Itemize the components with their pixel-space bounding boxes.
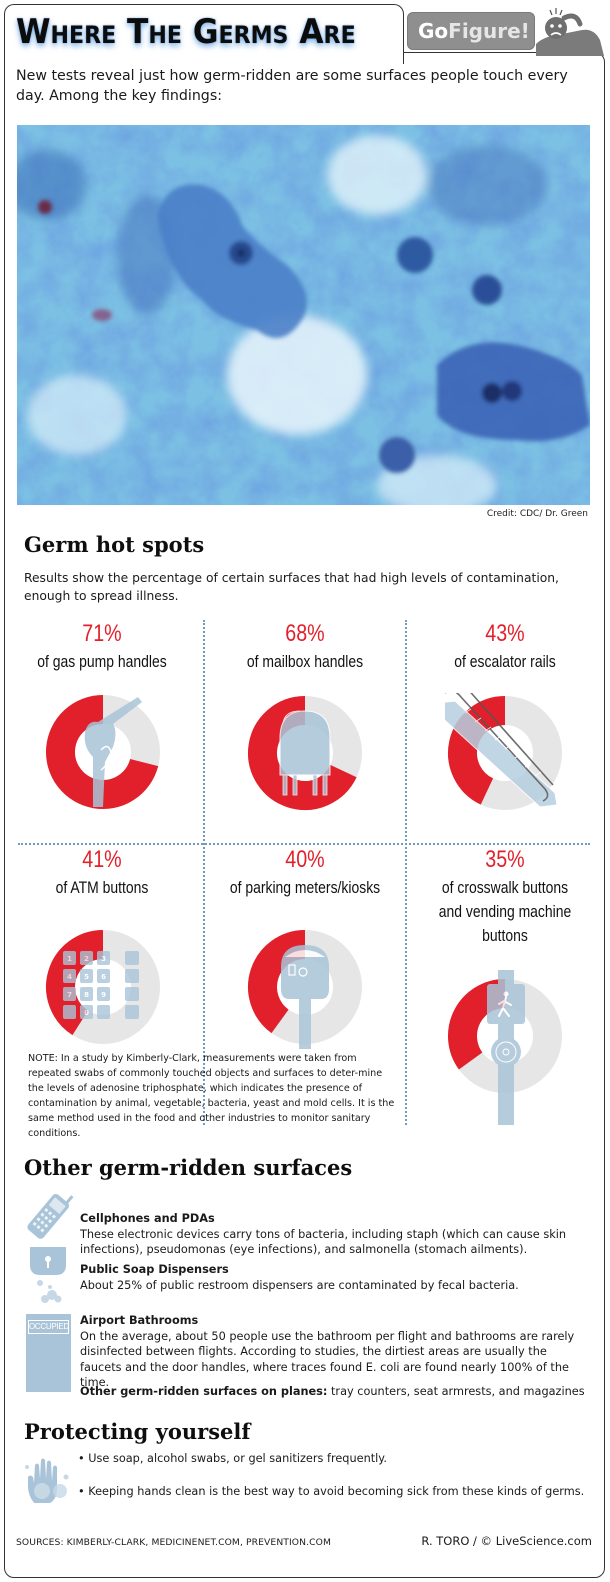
- donut-escalator: [445, 693, 562, 810]
- label-gas-pump: of gas pump handles: [37, 652, 167, 671]
- microscope-photo: [17, 125, 590, 505]
- planes-text: tray counters, seat armrests, and magazi…: [327, 1385, 585, 1398]
- other-item-text: On the average, about 50 people use the …: [80, 1329, 575, 1390]
- pct-atm: 41%: [82, 846, 122, 873]
- svg-text:0: 0: [84, 1009, 89, 1017]
- gofigure-badge: GoFigure!: [407, 12, 535, 50]
- pct-mailbox: 68%: [285, 620, 325, 647]
- hand-icon: [25, 1458, 69, 1503]
- label-atm: of ATM buttons: [55, 878, 149, 897]
- section-heading-other-surfaces: Other germ-ridden surfaces: [24, 1155, 353, 1180]
- svg-text:8: 8: [84, 991, 89, 999]
- svg-text:1: 1: [67, 955, 72, 963]
- other-item-text: About 25% of public restroom dispensers …: [80, 1278, 519, 1292]
- svg-text:6: 6: [101, 973, 106, 981]
- occupied-sign-icon: OCCUPIED: [26, 1314, 71, 1392]
- grid-separator-vertical-2: [405, 620, 407, 1125]
- gofigure-label: GoFigure!: [418, 19, 530, 43]
- other-item-title: Cellphones and PDAs: [80, 1212, 215, 1225]
- pct-parking-meter: 40%: [285, 846, 325, 873]
- label-crosswalk-line2: and vending machine: [438, 902, 572, 921]
- occupied-sign-text: OCCUPIED: [28, 1320, 69, 1334]
- label-parking-meter: of parking meters/kiosks: [229, 878, 381, 897]
- soap-dispenser-icon: [30, 1247, 66, 1303]
- label-mailbox: of mailbox handles: [246, 652, 364, 671]
- svg-text:3: 3: [101, 955, 106, 963]
- donut-crosswalk: [448, 970, 562, 1125]
- other-item-text: These electronic devices carry tons of b…: [80, 1227, 567, 1257]
- gas-pump-nozzle-icon: [84, 697, 142, 807]
- sources: SOURCES: KIMBERLY-CLARK, MEDICINENET.COM…: [16, 1537, 332, 1548]
- parking-meter-icon: [281, 945, 329, 1049]
- label-escalator: of escalator rails: [454, 652, 556, 671]
- section-heading-protecting: Protecting yourself: [24, 1419, 251, 1444]
- hot-spots-description: Results show the percentage of certain s…: [24, 571, 559, 603]
- crosswalk-button-icon: [487, 970, 525, 1125]
- gofigure-go: Go: [418, 19, 449, 43]
- donut-atm: 1 2 3 4 5 6 7 8 9 0: [46, 930, 160, 1044]
- pct-escalator: 43%: [485, 620, 525, 647]
- protecting-bullet: • Use soap, alcohol swabs, or gel saniti…: [78, 1452, 387, 1465]
- label-crosswalk-line3: buttons: [482, 926, 528, 945]
- other-item-soap-dispensers: Public Soap Dispensers About 25% of publ…: [80, 1262, 590, 1293]
- title-tab-join: [6, 52, 402, 58]
- section-heading-hot-spots: Germ hot spots: [24, 532, 205, 557]
- intro-text: New tests reveal just how germ-ridden ar…: [16, 68, 568, 104]
- worried-mascot-icon: [536, 8, 604, 56]
- atm-keypad-icon: 1 2 3 4 5 6 7 8 9 0: [63, 951, 139, 1019]
- cellphone-icon: [27, 1193, 74, 1239]
- protecting-bullets: • Use soap, alcohol swabs, or gel saniti…: [78, 1452, 598, 1518]
- other-item-airport-bathrooms: Airport Bathrooms On the average, about …: [80, 1313, 590, 1391]
- other-item-title: Public Soap Dispensers: [80, 1263, 229, 1276]
- gofigure-figure: Figure!: [448, 19, 530, 43]
- pct-gas-pump: 71%: [82, 620, 122, 647]
- grid-separator-horizontal: [18, 843, 590, 845]
- study-note: NOTE: In a study by Kimberly-Clark, meas…: [28, 1053, 395, 1139]
- donut-mailbox: [248, 696, 362, 810]
- pct-crosswalk: 35%: [485, 846, 525, 873]
- other-item-title: Airport Bathrooms: [80, 1314, 199, 1327]
- byline: R. TORO / © LiveScience.com: [421, 1534, 592, 1548]
- label-crosswalk-line1: of crosswalk buttons: [441, 878, 569, 897]
- page-title: Where The Germs Are: [16, 12, 356, 52]
- escalator-icon: [445, 693, 558, 808]
- grid-separator-vertical-1: [203, 620, 205, 1125]
- other-item-cellphones: Cellphones and PDAs These electronic dev…: [80, 1211, 590, 1258]
- mailbox-icon: [279, 710, 331, 796]
- donut-parking-meter: [248, 930, 362, 1049]
- photo-credit: Credit: CDC/ Dr. Green: [486, 509, 588, 519]
- svg-text:5: 5: [84, 973, 89, 981]
- svg-text:2: 2: [84, 955, 89, 963]
- planes-label: Other germ-ridden surfaces on planes:: [80, 1385, 328, 1398]
- protecting-bullet: • Keeping hands clean is the best way to…: [78, 1485, 585, 1498]
- svg-text:9: 9: [101, 991, 106, 999]
- other-item-planes: Other germ-ridden surfaces on planes: tr…: [80, 1384, 590, 1400]
- svg-text:4: 4: [67, 973, 72, 981]
- donut-gas-pump: [46, 695, 160, 809]
- svg-text:7: 7: [67, 991, 72, 999]
